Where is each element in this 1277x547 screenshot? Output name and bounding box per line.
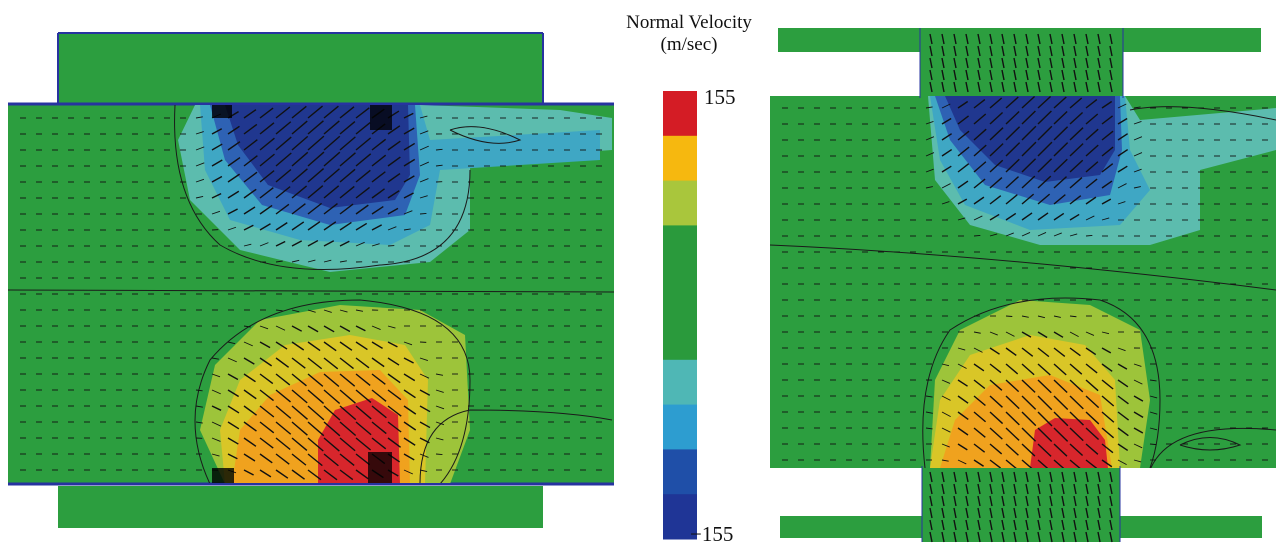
velocity-vector: [974, 235, 980, 236]
left-flow-panel: [8, 33, 614, 528]
legend-title-line2: (m/sec): [604, 34, 774, 56]
legend-title: Normal Velocity (m/sec): [604, 12, 774, 56]
right-bottom-wall-left: [780, 516, 922, 538]
legend-max-label: 155: [704, 85, 736, 110]
legend-band: [663, 405, 697, 450]
legend-band: [663, 181, 697, 226]
right-flow-panel: [770, 28, 1276, 542]
right-top-wall-right: [1123, 28, 1261, 52]
legend-band: [663, 360, 697, 405]
right-top-wall-left: [778, 28, 920, 52]
legend-band: [663, 449, 697, 494]
right-bottom-wall-right: [1120, 516, 1262, 538]
legend-band: [663, 136, 697, 181]
legend-band: [663, 225, 697, 270]
right-inlet-slot: [920, 28, 1123, 98]
left-bottom-wall: [58, 486, 543, 528]
velocity-vector: [436, 454, 442, 455]
legend-band: [663, 315, 697, 360]
velocity-vector: [1086, 235, 1092, 236]
velocity-vector: [1006, 316, 1012, 317]
legend-band: [663, 270, 697, 315]
velocity-vector: [1150, 444, 1156, 445]
legend-band: [663, 91, 697, 136]
right-outlet-slot: [922, 466, 1120, 542]
color-legend: [663, 91, 697, 540]
legend-title-line1: Normal Velocity: [604, 12, 774, 34]
velocity-vector: [420, 213, 426, 214]
legend-min-label: −155: [690, 522, 733, 547]
left-top-wall: [58, 33, 543, 103]
